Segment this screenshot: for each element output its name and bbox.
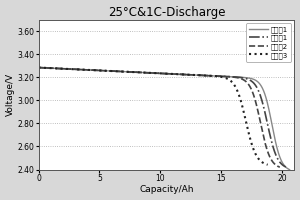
对比例2 xyxy=(37,66,40,69)
对比例1 xyxy=(284,166,288,168)
X-axis label: Capacity/Ah: Capacity/Ah xyxy=(139,185,194,194)
对比例1 xyxy=(37,66,40,69)
实施例1 xyxy=(288,168,291,171)
对比例2 xyxy=(183,73,187,76)
对比例3 xyxy=(266,164,269,166)
对比例1 xyxy=(187,73,190,76)
对比例3 xyxy=(211,75,214,77)
对比例3 xyxy=(176,73,179,75)
实施例1 xyxy=(196,74,200,76)
对比例1 xyxy=(224,75,228,78)
Line: 对比例2: 对比例2 xyxy=(38,68,280,167)
Legend: 实施例1, 对比例1, 对比例2, 对比例3: 实施例1, 对比例1, 对比例2, 对比例3 xyxy=(246,23,291,62)
实施例1 xyxy=(37,66,40,69)
对比例3 xyxy=(183,73,186,76)
对比例3 xyxy=(170,73,173,75)
对比例2 xyxy=(278,166,282,168)
对比例1 xyxy=(52,67,56,69)
实施例1 xyxy=(227,75,231,78)
实施例1 xyxy=(52,67,56,69)
对比例3 xyxy=(51,67,54,69)
对比例2 xyxy=(52,67,55,69)
Line: 对比例1: 对比例1 xyxy=(38,68,286,167)
Title: 25°C&1C-Discharge: 25°C&1C-Discharge xyxy=(108,6,225,19)
Y-axis label: Voltage/V: Voltage/V xyxy=(6,73,15,116)
实施例1 xyxy=(253,79,256,81)
Line: 实施例1: 实施例1 xyxy=(38,68,290,170)
Line: 对比例3: 对比例3 xyxy=(38,68,268,165)
对比例2 xyxy=(190,74,194,76)
对比例2 xyxy=(220,75,223,77)
对比例1 xyxy=(194,74,198,76)
对比例3 xyxy=(234,86,238,89)
对比例1 xyxy=(180,73,184,76)
对比例1 xyxy=(250,80,253,82)
对比例2 xyxy=(177,73,180,75)
对比例2 xyxy=(244,81,248,83)
实施例1 xyxy=(182,73,186,76)
实施例1 xyxy=(189,74,193,76)
对比例3 xyxy=(37,66,40,69)
